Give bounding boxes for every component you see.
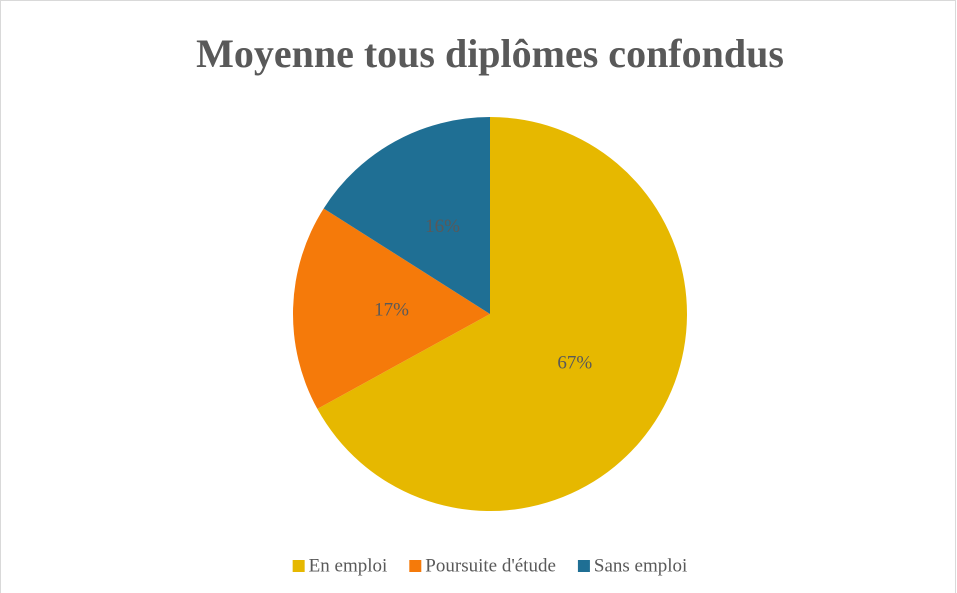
data-label: 67% — [557, 352, 592, 373]
legend-marker — [409, 560, 422, 572]
legend-marker — [292, 560, 305, 572]
data-label: 16% — [425, 216, 460, 237]
legend-marker — [577, 560, 590, 572]
legend-label: En emploi — [309, 555, 388, 576]
legend-label: Poursuite d'étude — [425, 555, 556, 576]
pie-slice — [317, 117, 687, 511]
chart-title: Moyenne tous diplômes confondus — [196, 31, 784, 76]
pie-slice — [293, 208, 490, 409]
legend-label: Sans emploi — [594, 555, 687, 576]
data-label: 17% — [374, 299, 409, 320]
pie-slice — [323, 117, 490, 314]
